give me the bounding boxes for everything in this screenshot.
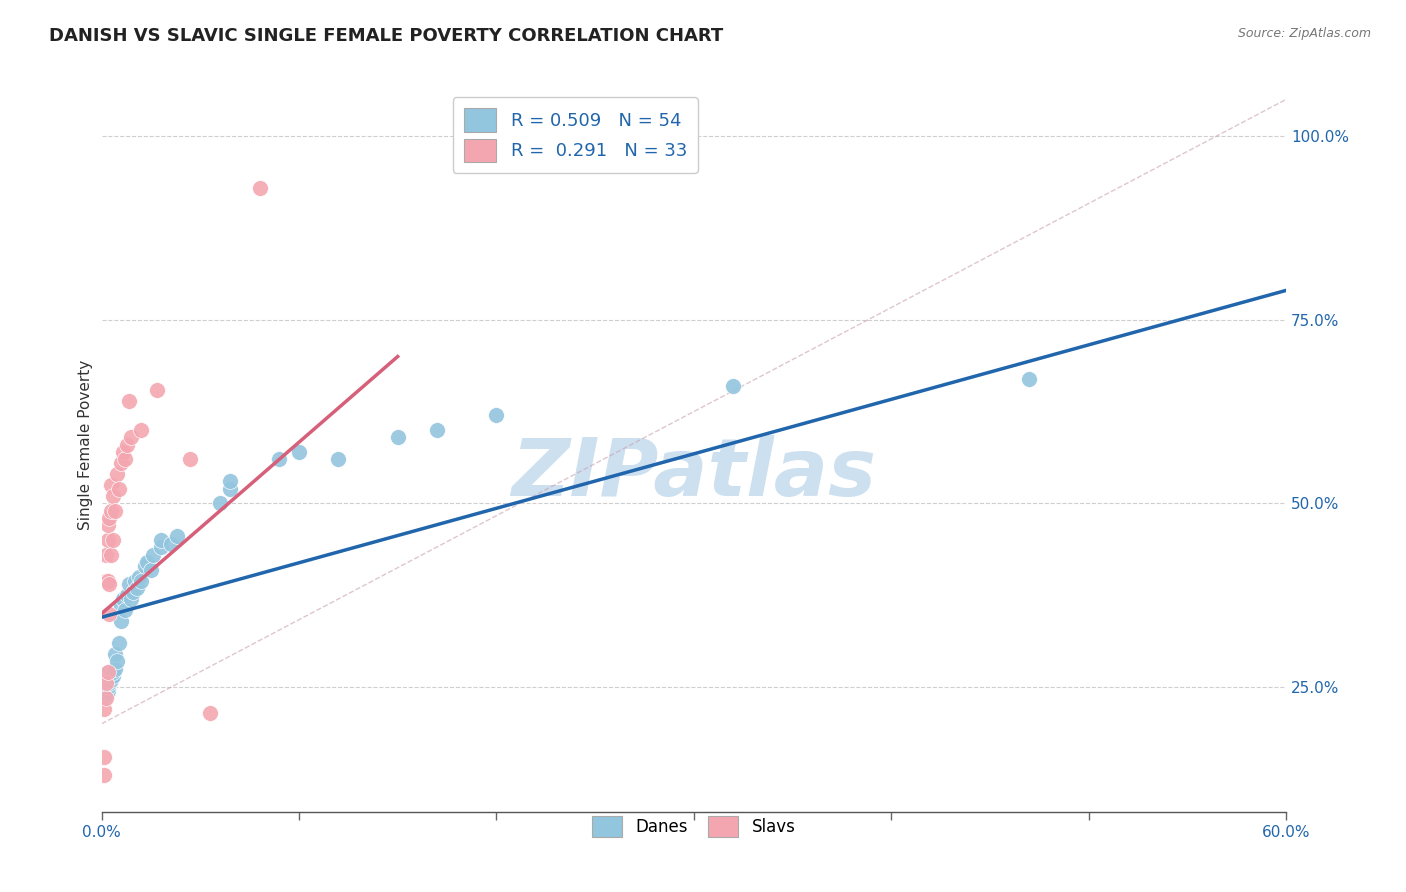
Point: [108, 482, 131, 496]
Point: [94, 676, 117, 690]
Point: [249, 180, 271, 194]
Point: [100, 669, 122, 683]
Y-axis label: Single Female Poverty: Single Female Poverty: [79, 359, 93, 530]
Point: [124, 574, 146, 588]
Point: [93, 749, 115, 764]
Point: [96, 533, 118, 548]
Point: [96, 676, 118, 690]
Point: [136, 555, 159, 569]
Point: [269, 452, 291, 467]
Point: [134, 558, 156, 573]
Text: Source: ZipAtlas.com: Source: ZipAtlas.com: [1237, 27, 1371, 40]
Point: [146, 383, 169, 397]
Point: [96, 683, 118, 698]
Point: [98, 577, 121, 591]
Point: [118, 393, 141, 408]
Point: [104, 504, 127, 518]
Point: [110, 599, 132, 614]
Point: [120, 591, 142, 606]
Point: [104, 662, 127, 676]
Point: [328, 452, 350, 467]
Point: [198, 706, 221, 720]
Point: [114, 452, 136, 467]
Point: [94, 673, 117, 687]
Point: [122, 584, 145, 599]
Point: [103, 669, 125, 683]
Point: [426, 423, 449, 437]
Point: [127, 581, 149, 595]
Point: [142, 548, 165, 562]
Point: [96, 518, 118, 533]
Point: [159, 537, 181, 551]
Point: [94, 691, 117, 706]
Point: [100, 504, 122, 518]
Point: [103, 489, 125, 503]
Point: [179, 452, 201, 467]
Point: [96, 673, 118, 687]
Point: [208, 496, 231, 510]
Point: [93, 683, 115, 698]
Point: [94, 676, 117, 690]
Point: [104, 647, 127, 661]
Point: [108, 636, 131, 650]
Point: [98, 676, 121, 690]
Point: [105, 654, 128, 668]
Point: [139, 562, 162, 576]
Point: [103, 533, 125, 548]
Point: [100, 478, 122, 492]
Point: [118, 577, 141, 591]
Point: [93, 691, 115, 706]
Point: [96, 574, 118, 588]
Point: [110, 614, 132, 628]
Point: [94, 548, 117, 562]
Text: ZIPatlas: ZIPatlas: [512, 435, 876, 513]
Point: [98, 607, 121, 621]
Point: [112, 445, 135, 459]
Point: [96, 665, 118, 680]
Point: [288, 445, 311, 459]
Point: [98, 511, 121, 525]
Point: [112, 591, 135, 606]
Point: [96, 680, 118, 694]
Point: [1018, 371, 1040, 385]
Point: [219, 482, 242, 496]
Legend: Danes, Slavs: Danes, Slavs: [585, 809, 801, 844]
Point: [93, 702, 115, 716]
Point: [117, 588, 139, 602]
Point: [723, 379, 745, 393]
Point: [149, 541, 172, 555]
Point: [94, 687, 117, 701]
Point: [485, 409, 508, 423]
Point: [149, 533, 172, 548]
Point: [117, 437, 139, 451]
Point: [105, 467, 128, 481]
Point: [98, 669, 121, 683]
Point: [166, 529, 188, 543]
Point: [100, 673, 122, 687]
Point: [120, 430, 142, 444]
Point: [93, 768, 115, 782]
Point: [103, 665, 125, 680]
Point: [94, 680, 117, 694]
Point: [110, 456, 132, 470]
Point: [94, 574, 117, 588]
Point: [96, 665, 118, 680]
Point: [129, 423, 152, 437]
Point: [219, 475, 242, 489]
Point: [100, 548, 122, 562]
Text: DANISH VS SLAVIC SINGLE FEMALE POVERTY CORRELATION CHART: DANISH VS SLAVIC SINGLE FEMALE POVERTY C…: [49, 27, 724, 45]
Point: [100, 665, 122, 680]
Point: [387, 430, 409, 444]
Point: [129, 574, 152, 588]
Point: [114, 603, 136, 617]
Point: [98, 673, 121, 687]
Point: [128, 570, 150, 584]
